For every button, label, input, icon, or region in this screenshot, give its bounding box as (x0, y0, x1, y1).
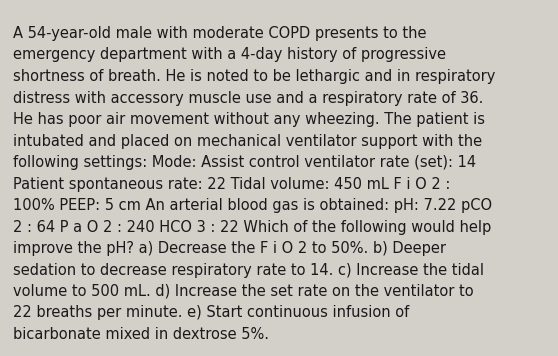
Text: He has poor air movement without any wheezing. The patient is: He has poor air movement without any whe… (13, 112, 485, 127)
Text: emergency department with a 4-day history of progressive: emergency department with a 4-day histor… (13, 47, 446, 63)
Text: bicarbonate mixed in dextrose 5%.: bicarbonate mixed in dextrose 5%. (13, 327, 269, 342)
Text: distress with accessory muscle use and a respiratory rate of 36.: distress with accessory muscle use and a… (13, 90, 483, 105)
Text: volume to 500 mL. d) Increase the set rate on the ventilator to: volume to 500 mL. d) Increase the set ra… (13, 284, 474, 299)
Text: 100% PEEP: 5 cm An arterial blood gas is obtained: pH: 7.22 pCO: 100% PEEP: 5 cm An arterial blood gas is… (13, 198, 492, 213)
Text: 22 breaths per minute. e) Start continuous infusion of: 22 breaths per minute. e) Start continuo… (13, 305, 409, 320)
Text: shortness of breath. He is noted to be lethargic and in respiratory: shortness of breath. He is noted to be l… (13, 69, 496, 84)
Text: Patient spontaneous rate: 22 Tidal volume: 450 mL F i O 2 :: Patient spontaneous rate: 22 Tidal volum… (13, 177, 450, 192)
Text: following settings: Mode: Assist control ventilator rate (set): 14: following settings: Mode: Assist control… (13, 155, 476, 170)
Text: intubated and placed on mechanical ventilator support with the: intubated and placed on mechanical venti… (13, 134, 482, 148)
Text: 2 : 64 P a O 2 : 240 HCO 3 : 22 Which of the following would help: 2 : 64 P a O 2 : 240 HCO 3 : 22 Which of… (13, 220, 491, 235)
Text: sedation to decrease respiratory rate to 14. c) Increase the tidal: sedation to decrease respiratory rate to… (13, 262, 484, 277)
Text: improve the pH? a) Decrease the F i O 2 to 50%. b) Deeper: improve the pH? a) Decrease the F i O 2 … (13, 241, 446, 256)
Text: A 54-year-old male with moderate COPD presents to the: A 54-year-old male with moderate COPD pr… (13, 26, 426, 41)
